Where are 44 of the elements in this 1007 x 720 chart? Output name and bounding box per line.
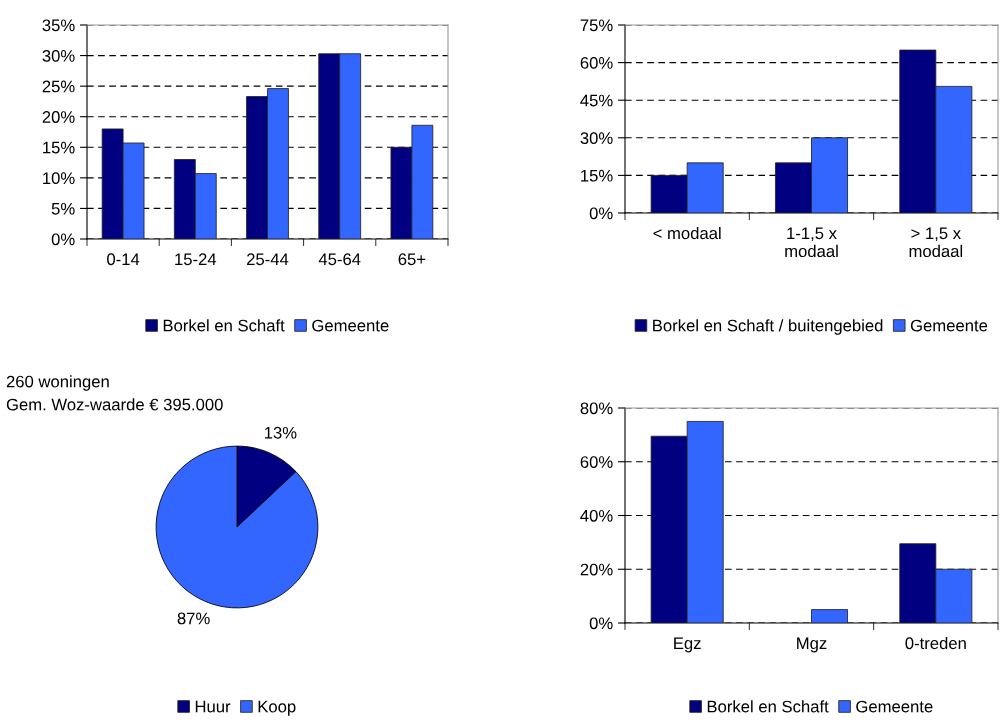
x-tick-label: 1-1,5 x modaal (785, 227, 838, 258)
legend-label: Gemeente (856, 700, 933, 713)
pie-slice (155, 445, 319, 609)
y-tick-label: 10% (43, 172, 75, 185)
text: 260 woningen (6, 375, 109, 391)
y-tick-label: 35% (42, 19, 75, 32)
y-tick-label: 0% (589, 207, 613, 220)
legend-label: Borkel en Schaft (163, 319, 285, 332)
y-tick-label: 60% (580, 456, 613, 468)
y-tick-label: 0% (589, 617, 613, 630)
x-tick-label: 0-treden (905, 636, 966, 650)
y-tick-label: 30% (580, 132, 613, 144)
x-tick-label: Mgz (797, 637, 827, 653)
x-tick-label: 15-24 (175, 253, 217, 266)
y-tick-label: 45% (580, 94, 613, 107)
x-tick-label: 25-44 (247, 253, 289, 266)
x-tick-label: 0-14 (107, 253, 140, 266)
legend-label: Borkel en Schaft (707, 700, 829, 713)
legend-label: Koop (258, 700, 296, 716)
y-tick-label: 20% (42, 111, 75, 123)
y-tick-label: 60% (580, 57, 613, 69)
data-label: 13% (264, 426, 297, 439)
y-tick-label: 25% (42, 80, 75, 93)
y-tick-label: 15% (43, 141, 75, 154)
legend-label: Gemeente (312, 319, 389, 332)
y-tick-label: 5% (51, 202, 75, 215)
bar (811, 609, 848, 623)
y-tick-label: 80% (580, 402, 613, 415)
y-tick-label: 40% (580, 509, 613, 522)
legend-label: Huur (195, 700, 231, 713)
x-tick-label: 45-64 (318, 253, 361, 266)
text: Gem. Woz-waarde € 395.000 (6, 398, 223, 411)
x-tick-label: 65+ (398, 253, 426, 266)
y-tick-label: 15% (581, 169, 613, 182)
x-tick-label: Egz (674, 637, 701, 653)
y-tick-label: 0% (51, 233, 75, 246)
legend-label: Gemeente (910, 319, 988, 332)
y-tick-label: 30% (42, 49, 75, 62)
x-tick-label: > 1,5 x modaal (909, 227, 963, 258)
y-tick-label: 20% (580, 563, 613, 576)
legend-label: Borkel en Schaft / buitengebied (653, 319, 883, 335)
data-label: 87% (177, 612, 210, 625)
y-tick-label: 75% (580, 19, 613, 32)
x-tick-label: < modaal (653, 226, 721, 240)
